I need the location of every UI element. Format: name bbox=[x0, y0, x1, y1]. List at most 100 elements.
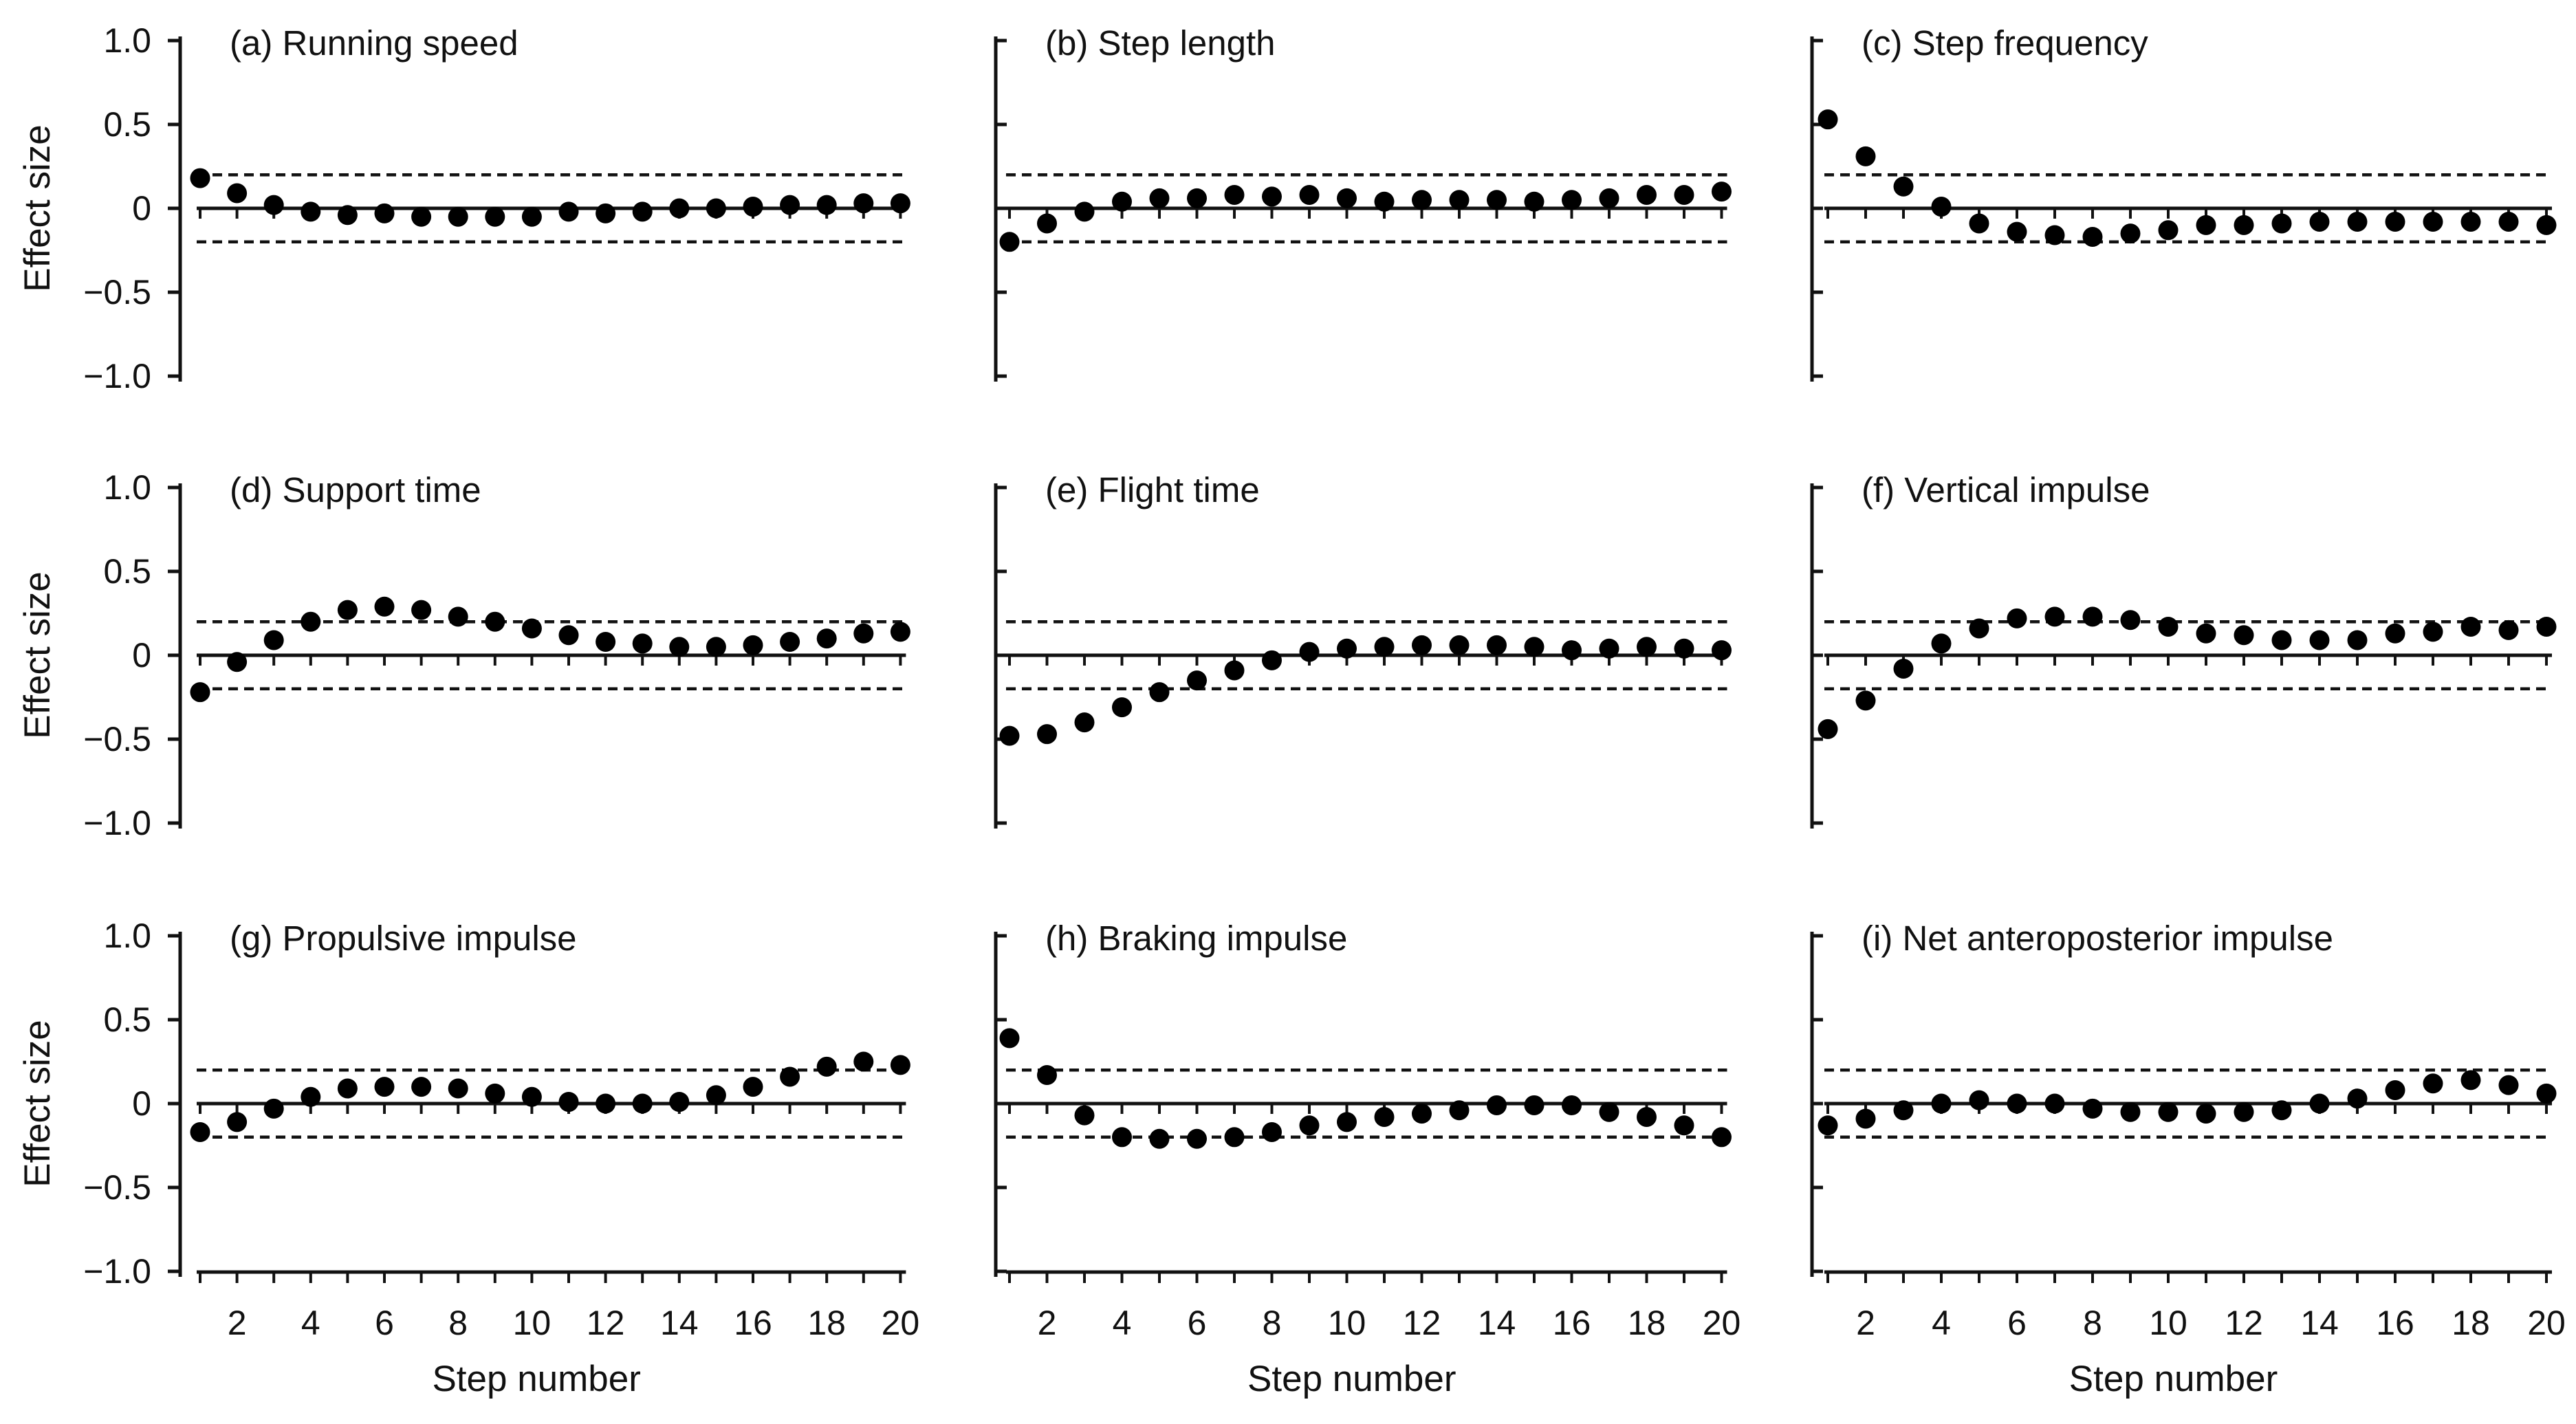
data-point bbox=[1562, 1095, 1582, 1115]
data-point bbox=[1818, 719, 1838, 739]
data-point bbox=[1187, 670, 1207, 691]
data-point bbox=[890, 193, 910, 214]
x-tick-label: 10 bbox=[2149, 1304, 2187, 1342]
data-point bbox=[227, 652, 248, 672]
data-point bbox=[2196, 1104, 2216, 1124]
data-point bbox=[1599, 638, 1619, 659]
data-point bbox=[2196, 623, 2216, 644]
data-point bbox=[2498, 620, 2519, 640]
data-point bbox=[2044, 1093, 2065, 1114]
data-point bbox=[2460, 212, 2481, 232]
x-tick-label: 12 bbox=[2225, 1304, 2263, 1342]
data-point bbox=[337, 1078, 358, 1099]
data-point bbox=[521, 206, 542, 227]
data-point bbox=[1112, 191, 1132, 212]
data-point bbox=[1487, 1095, 1507, 1115]
data-point bbox=[1224, 1127, 1245, 1148]
data-point bbox=[596, 1093, 616, 1114]
data-point bbox=[2347, 630, 2368, 650]
data-point bbox=[1337, 638, 1357, 659]
data-point bbox=[1412, 635, 1432, 655]
x-tick-label: 20 bbox=[1703, 1304, 1741, 1342]
data-point bbox=[2536, 1083, 2557, 1104]
data-point bbox=[1524, 637, 1544, 657]
data-point bbox=[632, 633, 653, 654]
x-tick-label: 14 bbox=[660, 1304, 699, 1342]
data-point bbox=[1299, 184, 1320, 205]
y-axis-title: Effect size bbox=[17, 1020, 58, 1187]
data-point bbox=[1112, 1127, 1132, 1148]
x-tick-label: 14 bbox=[2300, 1304, 2339, 1342]
panel-d: 1.0 0.5 0 −0.5 −1.0 (d) Support time Effect si… bbox=[17, 468, 910, 842]
panel-a: 1.0 0.5 0 −0.5 −1.0 (a) Running speed Effect s… bbox=[17, 21, 910, 395]
data-point bbox=[1449, 190, 1470, 210]
data-point bbox=[2460, 1070, 2481, 1091]
panel-f: (f) Vertical impulse bbox=[1810, 470, 2557, 829]
data-point bbox=[1449, 1100, 1470, 1121]
data-point bbox=[2120, 1102, 2141, 1122]
data-point bbox=[485, 1083, 505, 1104]
data-point bbox=[1855, 690, 1876, 711]
data-point bbox=[2385, 623, 2405, 644]
x-tick-label: 6 bbox=[1188, 1304, 1207, 1342]
panel-title: (d) Support time bbox=[230, 470, 481, 510]
data-point bbox=[2385, 212, 2405, 232]
data-point bbox=[1524, 1095, 1544, 1115]
panel-e: (e) Flight time bbox=[994, 470, 1732, 829]
data-point bbox=[669, 1092, 690, 1113]
data-point bbox=[1187, 1128, 1207, 1149]
y-tick-label: 0.5 bbox=[103, 1000, 151, 1039]
data-point bbox=[1931, 197, 1952, 217]
data-point bbox=[1674, 638, 1694, 659]
data-point bbox=[2234, 1102, 2254, 1122]
data-point bbox=[301, 1086, 321, 1107]
data-point bbox=[1893, 659, 1914, 679]
data-point bbox=[2536, 617, 2557, 637]
data-point bbox=[190, 1121, 210, 1142]
data-point bbox=[2120, 223, 2141, 244]
data-point bbox=[521, 618, 542, 639]
data-point bbox=[596, 631, 616, 652]
panel-title: (c) Step frequency bbox=[1862, 23, 2148, 63]
data-point bbox=[1149, 1128, 1170, 1149]
data-point bbox=[743, 197, 763, 217]
data-point bbox=[1893, 1100, 1914, 1121]
panel-title: (b) Step length bbox=[1045, 23, 1276, 63]
data-point bbox=[1562, 640, 1582, 661]
data-point bbox=[301, 201, 321, 222]
data-point bbox=[2423, 212, 2443, 232]
data-point bbox=[1599, 188, 1619, 208]
data-point bbox=[2347, 212, 2368, 232]
data-point bbox=[1262, 186, 1282, 207]
data-point bbox=[1224, 184, 1245, 205]
panel-i: 2 4 6 8 10 12 14 16 18 20 Step number (i) Net anter… bbox=[1810, 919, 2566, 1399]
data-point bbox=[1818, 1115, 1838, 1136]
x-tick-label: 2 bbox=[1856, 1304, 1875, 1342]
x-tick-label: 20 bbox=[2527, 1304, 2566, 1342]
data-point bbox=[1674, 184, 1694, 205]
panel-title: (i) Net anteroposterior impulse bbox=[1862, 919, 2333, 958]
data-point bbox=[2423, 1073, 2443, 1094]
data-point bbox=[263, 195, 284, 215]
data-point bbox=[706, 637, 726, 657]
data-point bbox=[1712, 182, 1732, 202]
x-tick-label: 10 bbox=[1328, 1304, 1366, 1342]
x-tick-label: 8 bbox=[2083, 1304, 2102, 1342]
data-point bbox=[999, 1028, 1020, 1049]
data-point bbox=[853, 1051, 874, 1072]
data-point bbox=[2536, 215, 2557, 235]
panel-h: 2 4 6 8 10 12 14 16 18 20 Step number (h) Braking i… bbox=[994, 919, 1740, 1399]
data-point bbox=[780, 631, 800, 652]
data-point bbox=[743, 1077, 763, 1097]
data-point bbox=[558, 201, 579, 222]
data-point bbox=[1374, 191, 1395, 212]
data-point bbox=[558, 625, 579, 646]
data-point bbox=[227, 1112, 248, 1132]
data-point bbox=[374, 1077, 395, 1097]
x-axis-title: Step number bbox=[432, 1359, 640, 1399]
data-point bbox=[1599, 1102, 1619, 1122]
y-axis-title: Effect size bbox=[17, 124, 58, 292]
data-point bbox=[448, 606, 468, 627]
y-tick-label: 1.0 bbox=[103, 468, 151, 507]
